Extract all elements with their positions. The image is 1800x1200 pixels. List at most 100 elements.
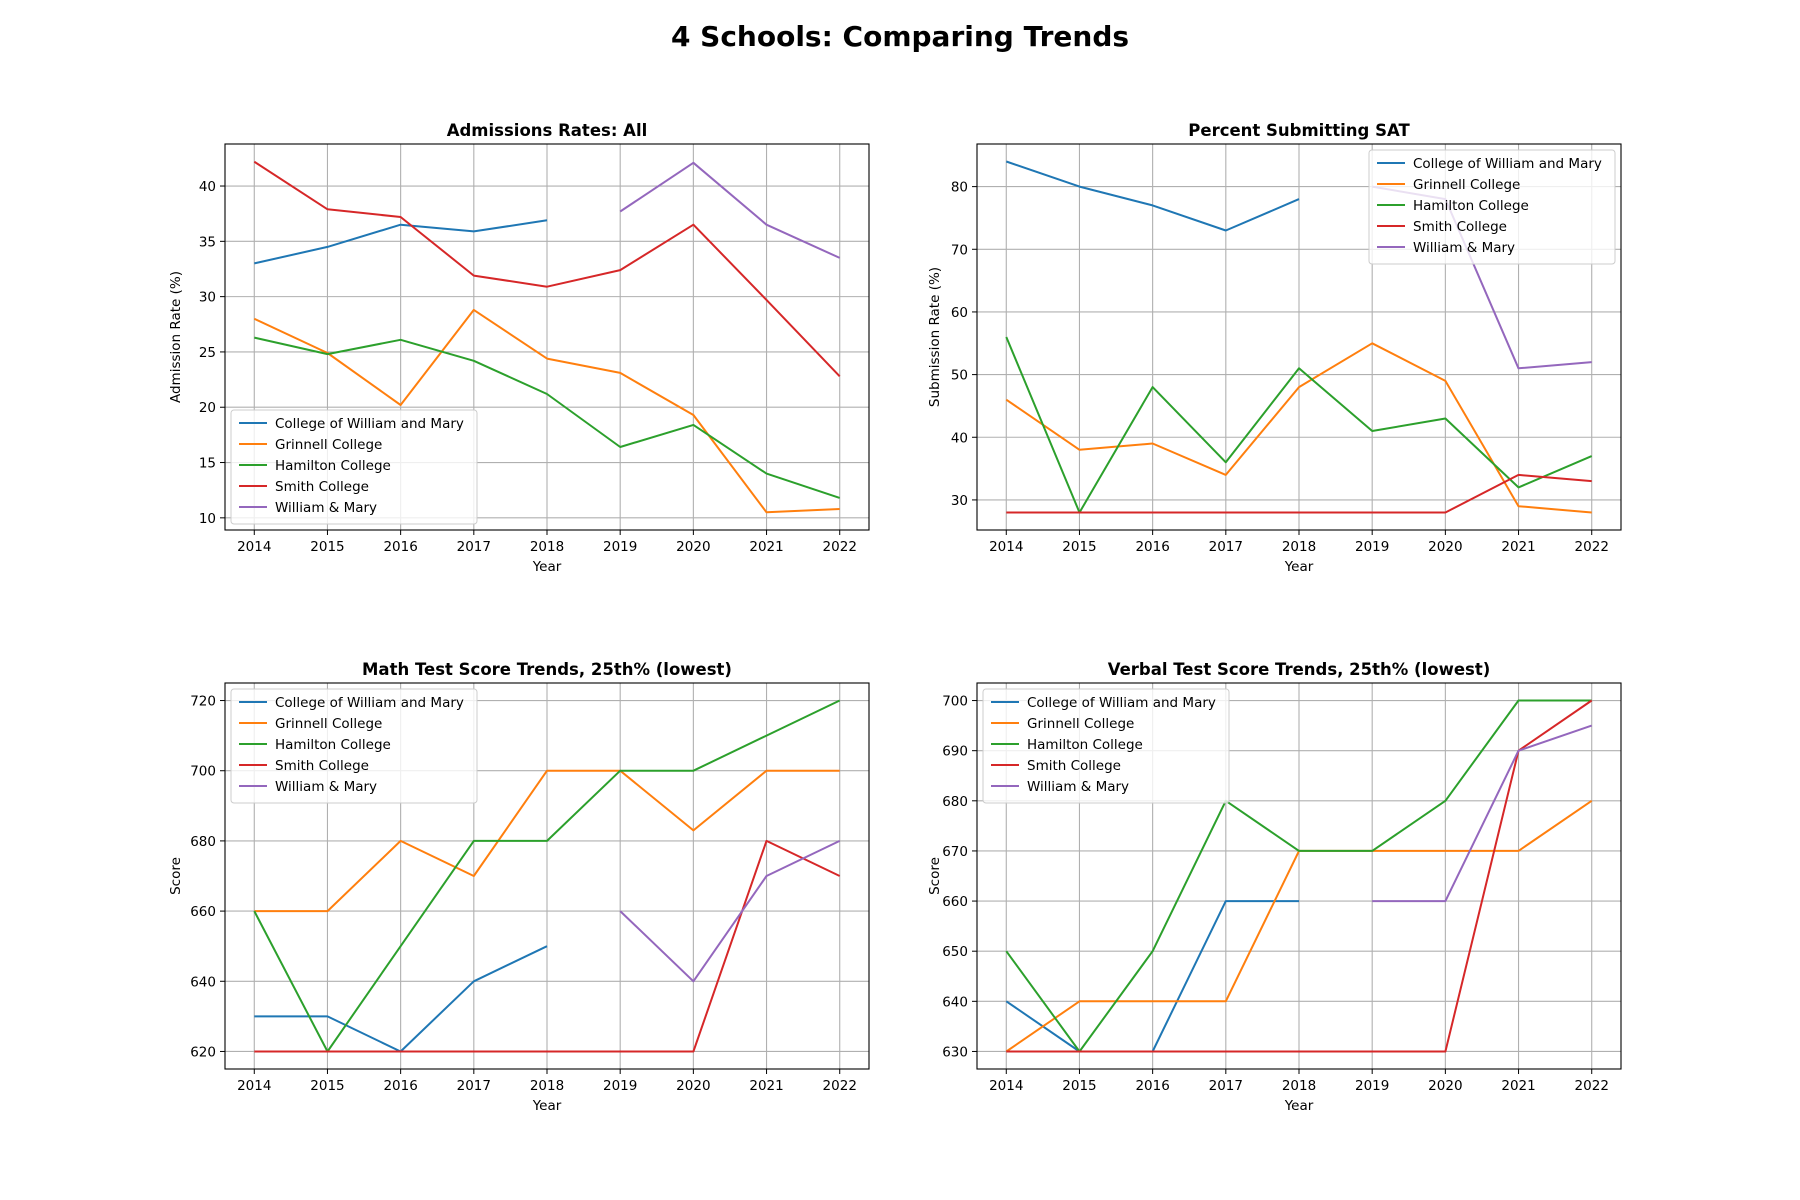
series-line-smith-college <box>1006 473 1592 514</box>
y-tick-label: 35 <box>199 234 216 250</box>
chart-title: Math Test Score Trends, 25th% (lowest) <box>362 660 732 679</box>
x-tick-label: 2019 <box>1355 539 1389 555</box>
series-line-william-mary <box>1372 724 1593 903</box>
y-tick-label: 630 <box>942 1044 968 1060</box>
legend-entry: Grinnell College <box>275 716 382 732</box>
y-tick-label: 30 <box>951 493 968 509</box>
series-line-hamilton-college <box>1005 336 1593 514</box>
series-line-william-mary <box>619 161 841 259</box>
x-tick-label: 2014 <box>989 539 1023 555</box>
y-tick-label: 80 <box>951 180 968 196</box>
legend: College of William and Mary Grinnell Coll… <box>1368 149 1616 265</box>
legend-entry: Hamilton College <box>275 458 391 474</box>
x-tick-label: 2017 <box>457 1078 491 1094</box>
legend: College of William and Mary Grinnell Coll… <box>230 688 478 804</box>
y-axis-label: Score <box>168 857 184 895</box>
legend-box <box>1368 149 1616 265</box>
legend-box <box>230 688 478 804</box>
series-line-hamilton-college <box>253 699 841 1053</box>
x-tick-label: 2014 <box>989 1078 1023 1094</box>
x-tick-label: 2020 <box>676 539 710 555</box>
x-tick-label: 2018 <box>530 1078 564 1094</box>
y-tick-label: 680 <box>942 794 968 810</box>
y-tick-label: 40 <box>951 430 968 446</box>
y-tick-label: 680 <box>190 834 216 850</box>
x-tick-label: 2014 <box>237 1078 271 1094</box>
x-tick-label: 2015 <box>1062 1078 1096 1094</box>
figure-title: 4 Schools: Comparing Trends <box>671 20 1129 53</box>
x-tick-label: 2016 <box>1135 539 1169 555</box>
x-tick-label: 2022 <box>823 539 857 555</box>
legend-entry: Smith College <box>275 758 369 774</box>
legend-entry: College of William and Mary <box>275 416 464 432</box>
y-tick-label: 660 <box>942 894 968 910</box>
x-tick-label: 2016 <box>383 1078 417 1094</box>
y-tick-label: 670 <box>942 844 968 860</box>
series-line-grinnell-college <box>254 769 840 913</box>
y-tick-label: 690 <box>942 744 968 760</box>
x-tick-label: 2019 <box>603 1078 637 1094</box>
x-tick-label: 2015 <box>310 1078 344 1094</box>
x-tick-label: 2016 <box>1135 1078 1169 1094</box>
chart-panel-4: 2014 2015 2016 2017 2018 2019 2020 2021 2022 630 6… <box>927 660 1622 1114</box>
x-tick-label: 2015 <box>310 539 344 555</box>
legend-box <box>230 409 478 525</box>
legend: College of William and Mary Grinnell Coll… <box>230 409 478 525</box>
legend-entry: Hamilton College <box>1413 198 1529 214</box>
legend-entry: Smith College <box>1413 219 1507 235</box>
x-tick-label: 2020 <box>676 1078 710 1094</box>
chart-title: Verbal Test Score Trends, 25th% (lowest) <box>1108 660 1491 679</box>
legend-entry: William & Mary <box>275 779 377 795</box>
y-tick-label: 15 <box>199 456 216 472</box>
y-tick-label: 700 <box>942 694 968 710</box>
y-tick-label: 620 <box>190 1044 216 1060</box>
legend-entry: William & Mary <box>1413 240 1515 256</box>
x-tick-label: 2021 <box>749 539 783 555</box>
legend-entry: Grinnell College <box>275 437 382 453</box>
y-tick-label: 50 <box>951 368 968 384</box>
x-tick-label: 2017 <box>457 539 491 555</box>
y-tick-label: 40 <box>199 179 216 195</box>
legend-entry: Grinnell College <box>1027 716 1134 732</box>
legend-box <box>982 688 1230 804</box>
y-tick-label: 30 <box>199 290 216 306</box>
x-tick-label: 2022 <box>1575 1078 1609 1094</box>
y-tick-label: 640 <box>190 974 216 990</box>
series-line-college-of-william-and-mary <box>254 219 548 265</box>
y-axis-label: Score <box>927 857 943 895</box>
y-tick-label: 60 <box>951 305 968 321</box>
y-tick-label: 700 <box>190 764 216 780</box>
x-tick-label: 2021 <box>1501 1078 1535 1094</box>
legend-entry: Grinnell College <box>1413 177 1520 193</box>
y-tick-label: 70 <box>951 242 968 258</box>
series-line-college-of-william-and-mary <box>1005 160 1300 232</box>
series-line-grinnell-college <box>253 308 840 514</box>
x-tick-label: 2020 <box>1428 539 1462 555</box>
legend-entry: College of William and Mary <box>1027 695 1216 711</box>
x-tick-label: 2018 <box>530 539 564 555</box>
x-tick-label: 2021 <box>1501 539 1535 555</box>
x-axis-label: Year <box>532 1098 562 1114</box>
x-tick-label: 2022 <box>1575 539 1609 555</box>
chart-title: Admissions Rates: All <box>447 121 648 140</box>
y-tick-label: 20 <box>199 400 216 416</box>
x-tick-label: 2017 <box>1209 539 1243 555</box>
y-tick-label: 25 <box>199 345 216 361</box>
y-tick-label: 10 <box>199 511 216 527</box>
chart-panel-1: 2014 2015 2016 2017 2018 2019 2020 2021 2022 10 15… <box>168 121 870 575</box>
legend-entry: College of William and Mary <box>1413 156 1602 172</box>
x-tick-label: 2018 <box>1282 539 1316 555</box>
x-tick-label: 2016 <box>383 539 417 555</box>
x-tick-label: 2018 <box>1282 1078 1316 1094</box>
y-tick-label: 720 <box>190 694 216 710</box>
x-tick-label: 2015 <box>1062 539 1096 555</box>
legend-entry: Hamilton College <box>275 737 391 753</box>
x-axis-label: Year <box>532 559 562 575</box>
x-axis-label: Year <box>1284 559 1314 575</box>
series-line-smith-college <box>253 160 841 377</box>
x-tick-label: 2014 <box>237 539 271 555</box>
x-axis-label: Year <box>1284 1098 1314 1114</box>
series-line-william-mary <box>619 839 841 983</box>
y-axis-label: Admission Rate (%) <box>168 271 184 403</box>
chart-panel-2: 2014 2015 2016 2017 2018 2019 2020 2021 2022 30 40… <box>927 121 1622 575</box>
